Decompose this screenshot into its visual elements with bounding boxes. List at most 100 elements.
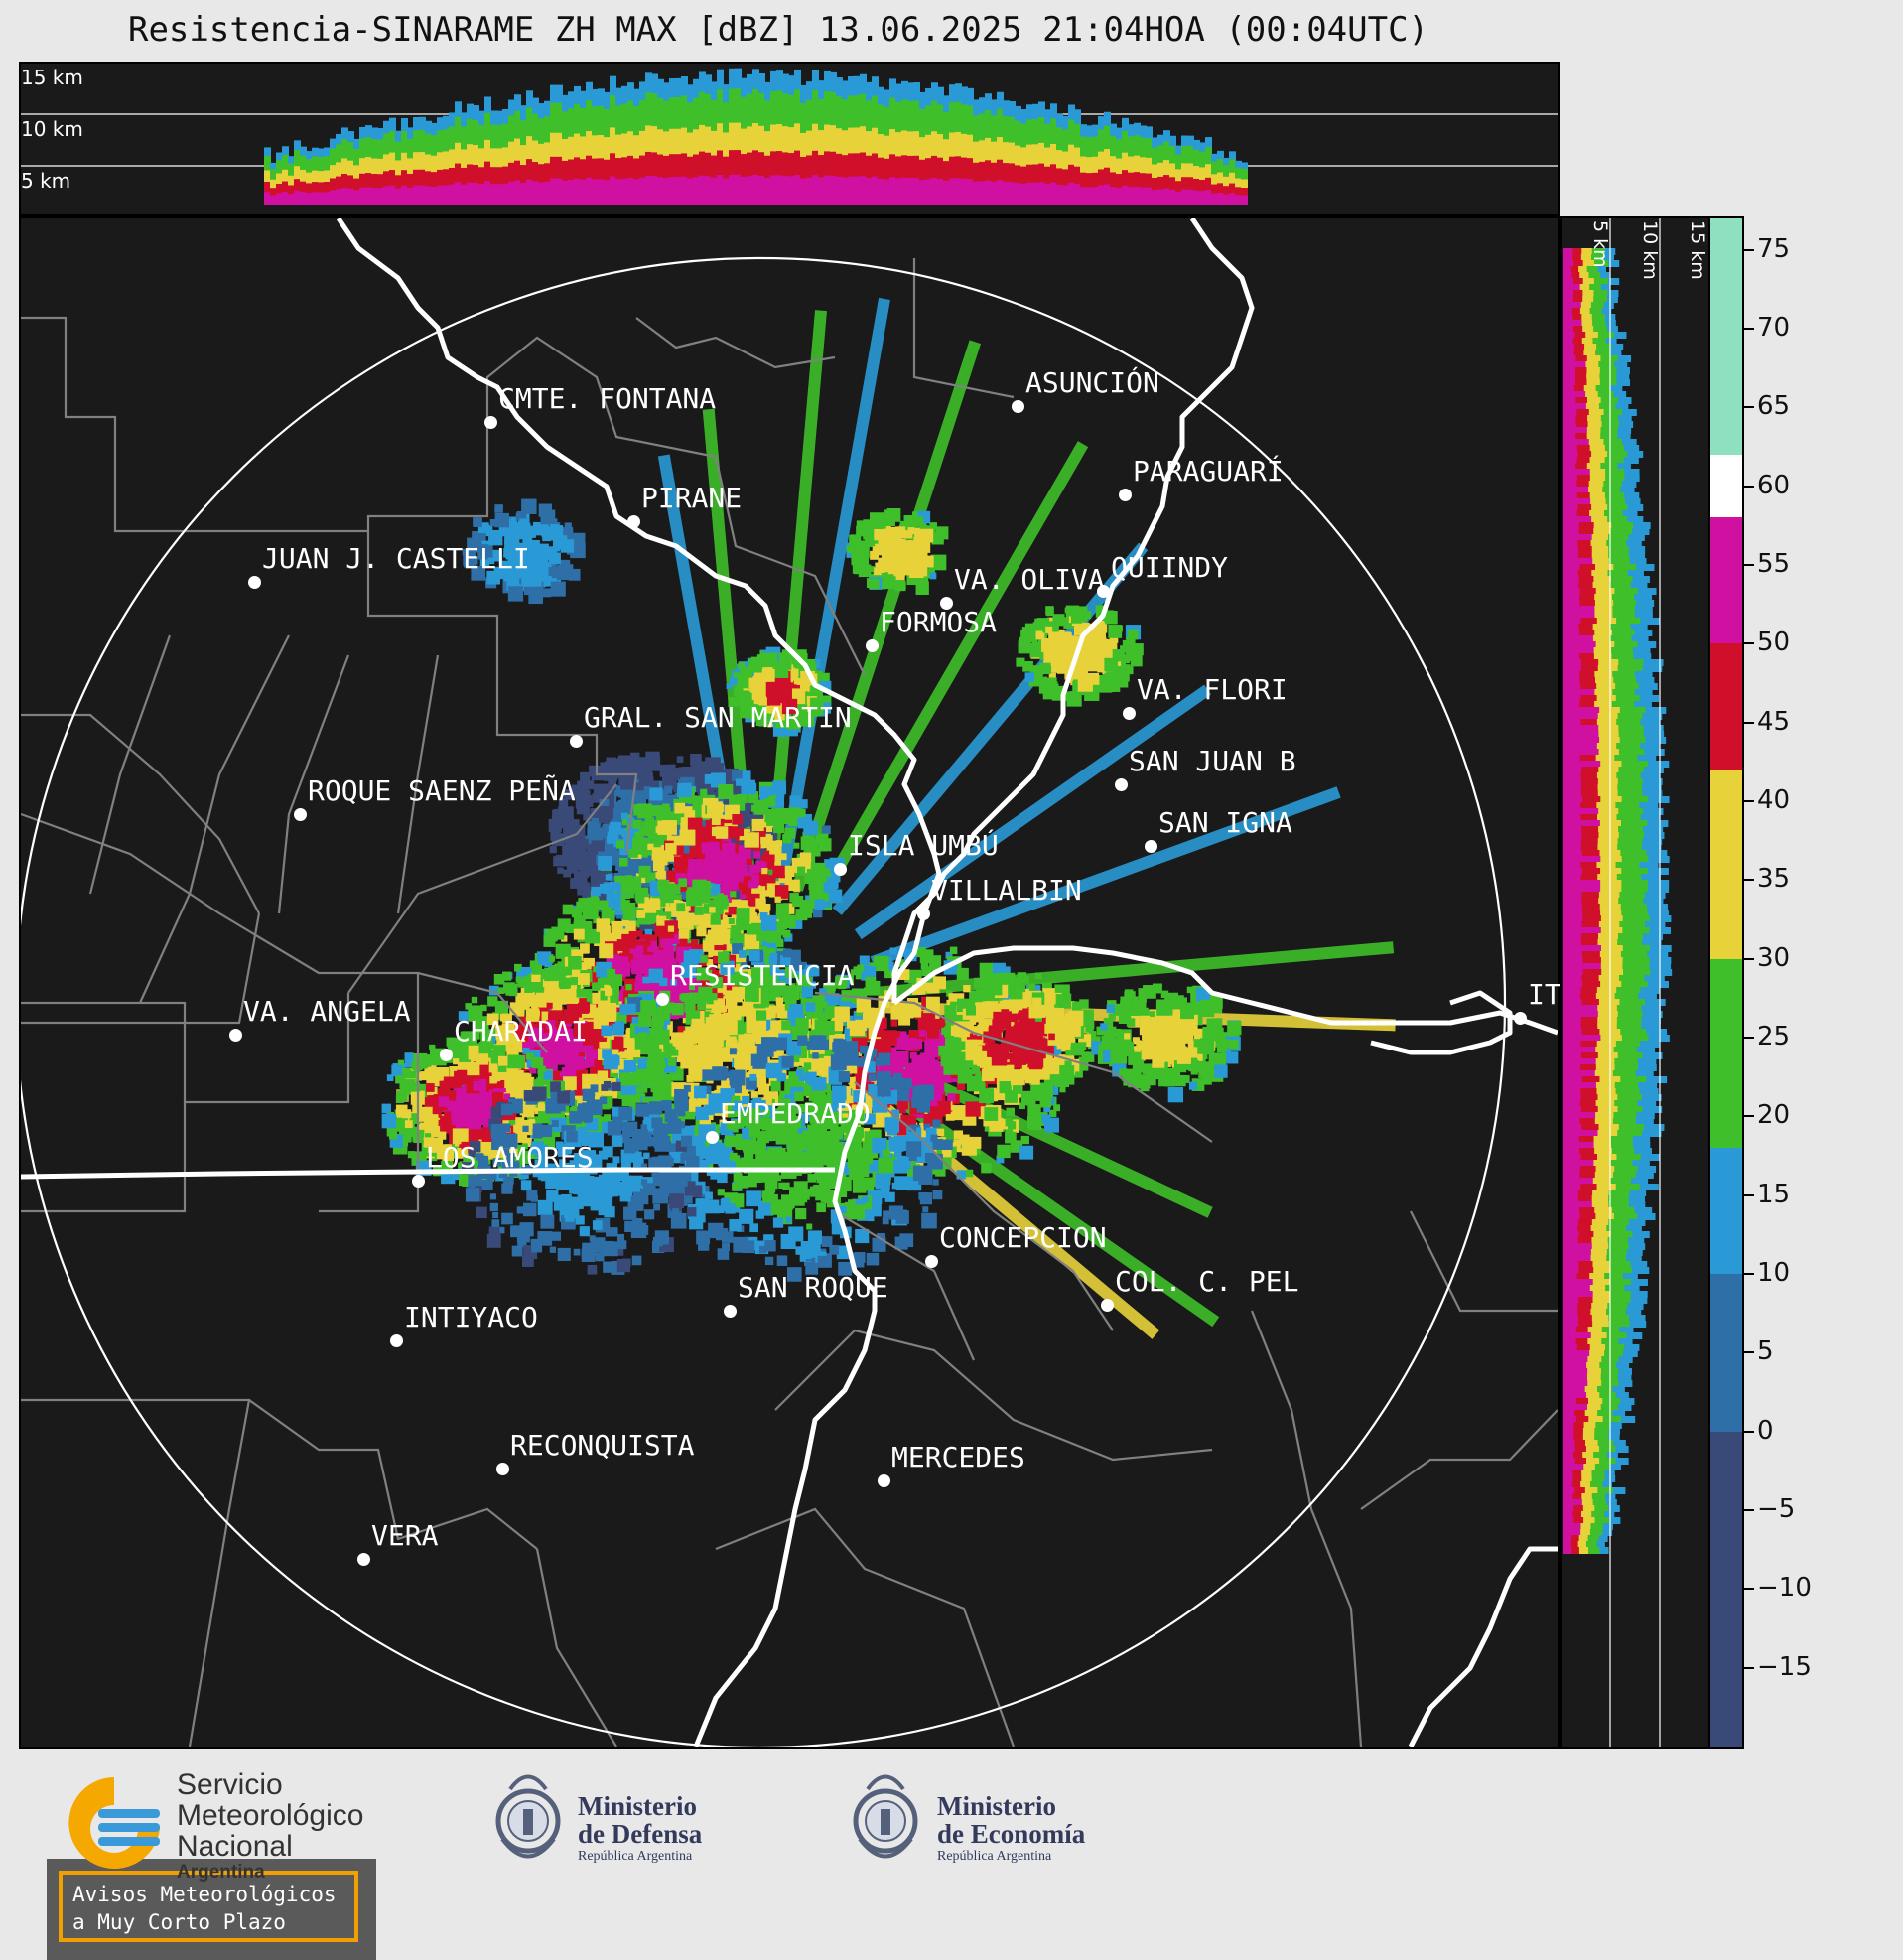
echo-cell: [508, 987, 518, 997]
echo-cell: [1034, 972, 1042, 980]
top-echo-column: [752, 174, 759, 205]
echo-cell: [642, 976, 649, 984]
top-echo-column: [562, 180, 569, 205]
echo-cell: [494, 1000, 509, 1015]
echo-cell: [692, 803, 700, 811]
echo-cell: [615, 1001, 622, 1008]
echo-cell: [590, 808, 601, 818]
echo-cell: [909, 1051, 917, 1059]
echo-cell: [738, 816, 749, 828]
echo-cell: [703, 880, 711, 889]
echo-cell: [453, 1080, 463, 1090]
echo-cell: [543, 1070, 553, 1080]
top-echo-column: [496, 184, 503, 205]
echo-cell: [911, 1058, 925, 1072]
echo-cell: [641, 853, 651, 863]
echo-cell: [889, 947, 897, 955]
echo-cell: [620, 1072, 634, 1086]
echo-cell: [671, 1002, 684, 1016]
echo-cell: [617, 799, 625, 807]
echo-cell: [681, 842, 690, 851]
echo-cell: [679, 994, 686, 1001]
echo-cell: [988, 1025, 1002, 1039]
echo-cell: [704, 773, 715, 784]
echo-cell: [442, 1149, 454, 1162]
echo-cell: [546, 1019, 556, 1030]
echo-cell: [1058, 1065, 1075, 1081]
echo-cell: [644, 818, 655, 829]
top-echo-column: [359, 187, 366, 205]
echo-cell: [735, 827, 745, 837]
echo-cell: [563, 869, 572, 878]
echo-cell: [999, 1081, 1012, 1094]
echo-cell: [677, 782, 692, 798]
echo-cell: [562, 989, 574, 1001]
echo-cell: [774, 885, 789, 899]
echo-cell: [561, 816, 574, 829]
echo-cell: [598, 847, 607, 857]
top-echo-column: [931, 177, 938, 205]
echo-cell: [606, 757, 616, 768]
echo-cell: [984, 1107, 999, 1121]
top-echo-column: [633, 179, 640, 205]
echo-cell: [729, 1039, 738, 1048]
top-echo-column: [693, 177, 700, 205]
echo-cell: [937, 1100, 951, 1115]
echo-cell: [650, 934, 658, 942]
echo-cell: [565, 843, 578, 856]
echo-cell: [775, 939, 784, 948]
top-echo-column: [1193, 190, 1200, 205]
echo-cell: [828, 889, 843, 904]
top-echo-column: [550, 178, 557, 205]
echo-cell: [557, 961, 569, 973]
top-echo-column: [651, 176, 658, 205]
echo-cell: [680, 822, 690, 833]
echo-cell: [692, 1031, 705, 1044]
echo-cell: [647, 843, 654, 850]
echo-cell: [981, 1068, 995, 1082]
echo-cell: [426, 1086, 438, 1098]
echo-cell: [564, 924, 573, 933]
echo-cell: [574, 1080, 582, 1089]
top-echo-column: [735, 174, 742, 205]
top-echo-column: [300, 192, 307, 205]
top-echo-column: [973, 181, 980, 205]
top-echo-column: [1068, 182, 1075, 205]
echo-cell: [645, 756, 661, 771]
echo-cell: [637, 1058, 649, 1069]
echo-cell: [484, 1056, 496, 1069]
top-echo-column: [1146, 187, 1153, 205]
echo-cell: [667, 925, 675, 932]
echo-cell: [709, 1014, 722, 1027]
top-echo-column: [741, 176, 748, 205]
echo-cell: [646, 959, 656, 969]
echo-cell: [744, 809, 751, 817]
echo-cell: [668, 814, 675, 822]
echo-cell: [1030, 1027, 1043, 1041]
echo-cell: [679, 829, 696, 846]
echo-cell: [766, 835, 773, 842]
echo-cell: [942, 1051, 952, 1061]
top-echo-column: [353, 190, 360, 205]
echo-cell: [779, 853, 787, 861]
echo-cell: [573, 1023, 589, 1038]
echo-cell: [635, 782, 644, 791]
echo-cell: [471, 1089, 481, 1100]
echo-cell: [963, 984, 971, 993]
echo-cell: [531, 972, 541, 983]
echo-cell: [629, 945, 644, 959]
echo-cell: [631, 837, 648, 853]
echo-cell: [551, 999, 563, 1011]
echo-cell: [1042, 988, 1055, 1001]
echo-cell: [636, 930, 643, 937]
top-echo-column: [484, 181, 491, 205]
echo-cell: [812, 908, 823, 918]
echo-cell: [730, 891, 737, 898]
echo-cell: [1028, 1005, 1042, 1019]
echo-cell: [678, 883, 688, 892]
echo-cell: [709, 879, 716, 886]
top-echo-column: [508, 181, 515, 205]
top-echo-column: [812, 175, 819, 205]
echo-cell: [687, 905, 695, 912]
echo-cell: [443, 1076, 456, 1089]
